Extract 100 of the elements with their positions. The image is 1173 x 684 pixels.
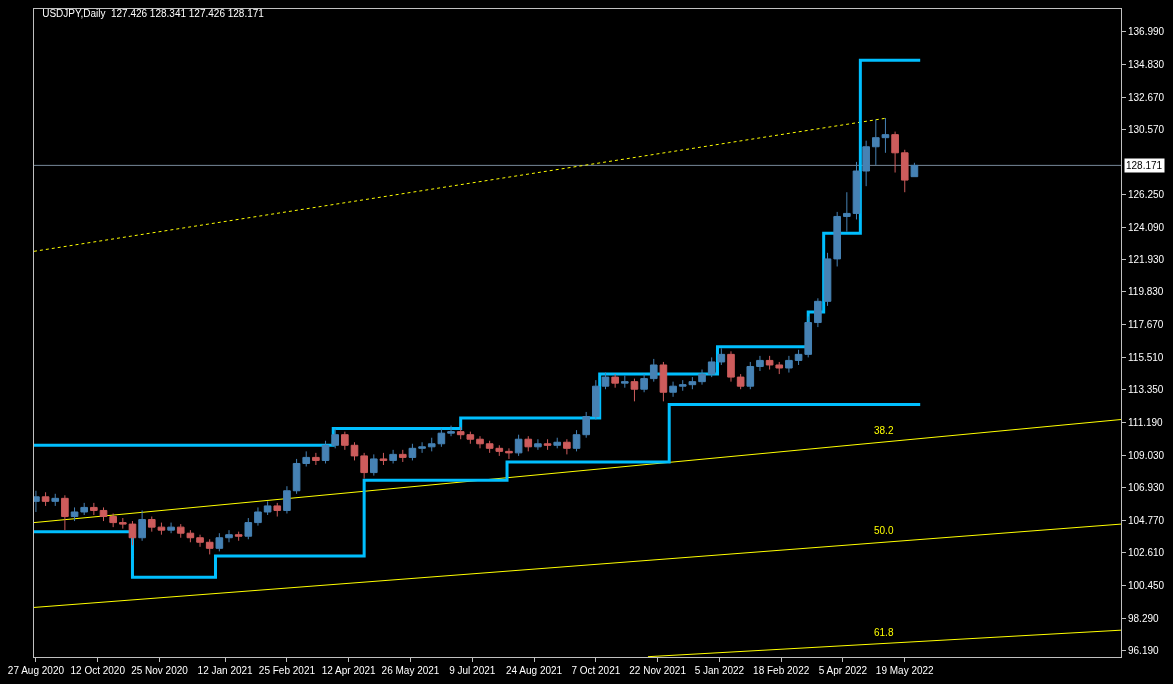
y-tick-label: 132.670 bbox=[1128, 91, 1165, 103]
candlestick bbox=[370, 453, 378, 477]
candlestick bbox=[196, 534, 204, 548]
candlestick bbox=[263, 500, 272, 516]
candlestick bbox=[234, 531, 243, 542]
y-tick-label: 111.190 bbox=[1128, 417, 1164, 429]
y-tick-label: 104.770 bbox=[1128, 514, 1165, 526]
x-tick-label: 9 Jul 2021 bbox=[449, 665, 496, 676]
candlestick bbox=[785, 355, 793, 374]
y-tick-label: 119.830 bbox=[1128, 286, 1164, 298]
y-tick-label: 124.090 bbox=[1128, 221, 1165, 233]
x-tick-label: 5 Apr 2022 bbox=[818, 665, 868, 676]
candlestick bbox=[891, 131, 899, 174]
candlestick bbox=[215, 532, 224, 552]
candlestick bbox=[736, 373, 745, 390]
x-tick-label: 12 Oct 2020 bbox=[70, 665, 126, 676]
candlestick bbox=[756, 355, 764, 372]
y-tick-label: 109.030 bbox=[1128, 449, 1165, 461]
y-tick-label: 106.930 bbox=[1128, 481, 1165, 493]
candlestick bbox=[698, 369, 706, 386]
candlestick bbox=[524, 435, 533, 452]
x-tick-label: 5 Jan 2022 bbox=[694, 665, 745, 676]
candlestick bbox=[119, 517, 127, 530]
candlestick bbox=[640, 373, 648, 393]
y-tick-label: 126.250 bbox=[1128, 188, 1165, 200]
candlestick bbox=[398, 449, 407, 463]
candlestick bbox=[514, 434, 523, 457]
x-tick-label: 7 Oct 2021 bbox=[571, 665, 621, 676]
y-tick-label: 117.670 bbox=[1128, 319, 1164, 331]
x-tick-label: 18 Feb 2022 bbox=[753, 665, 810, 676]
x-tick-label: 12 Jan 2021 bbox=[197, 665, 254, 676]
candlestick bbox=[620, 375, 629, 389]
chart-title: USDJPY,Daily 127.426 128.341 127.426 128.171 bbox=[42, 8, 265, 20]
candlestick bbox=[128, 520, 137, 546]
candlestick bbox=[341, 431, 349, 451]
candlestick bbox=[273, 502, 282, 518]
candlestick bbox=[244, 517, 253, 540]
candlestick bbox=[167, 522, 175, 534]
candlestick bbox=[254, 506, 262, 527]
candlestick bbox=[205, 538, 214, 555]
candlestick bbox=[900, 149, 909, 193]
candlestick bbox=[61, 494, 69, 531]
annotation: 38.2 bbox=[874, 425, 894, 436]
candlestick bbox=[910, 162, 919, 178]
candlestick bbox=[852, 161, 861, 220]
x-tick-label: 26 May 2021 bbox=[381, 665, 440, 676]
x-tick-label: 25 Feb 2021 bbox=[258, 665, 316, 676]
candlestick bbox=[649, 358, 658, 383]
candlestick bbox=[823, 252, 832, 307]
candlestick bbox=[90, 502, 98, 516]
candlestick bbox=[862, 140, 870, 187]
y-tick-label: 113.350 bbox=[1128, 384, 1164, 396]
candlestick bbox=[746, 361, 755, 390]
y-tick-label: 102.610 bbox=[1128, 547, 1165, 559]
candlestick bbox=[350, 441, 359, 461]
candlestick bbox=[379, 452, 388, 466]
candlestick bbox=[99, 506, 108, 522]
y-tick-label: 121.930 bbox=[1128, 254, 1165, 266]
ref-line-label: 128.171 bbox=[1126, 160, 1163, 171]
candlestick bbox=[360, 452, 368, 480]
candlestick bbox=[843, 191, 851, 233]
candlestick bbox=[138, 509, 146, 542]
annotation: 50.0 bbox=[874, 525, 894, 536]
candlestick bbox=[814, 297, 822, 328]
y-tick-label: 134.830 bbox=[1128, 58, 1165, 70]
candlestick bbox=[592, 379, 600, 421]
y-tick-label: 130.570 bbox=[1128, 123, 1165, 135]
candlestick bbox=[543, 438, 552, 451]
x-tick-label: 27 Aug 2020 bbox=[7, 665, 65, 676]
x-tick-label: 22 Nov 2021 bbox=[629, 665, 687, 676]
x-tick-label: 12 Apr 2021 bbox=[321, 665, 377, 676]
candlestick bbox=[283, 485, 291, 514]
candlestick bbox=[611, 373, 619, 389]
y-tick-label: 136.990 bbox=[1128, 26, 1165, 38]
candlestick bbox=[389, 449, 397, 464]
candlestick bbox=[669, 381, 677, 398]
candlestick bbox=[408, 443, 417, 461]
candlestick bbox=[225, 529, 233, 543]
candlestick bbox=[601, 372, 610, 390]
candlestick bbox=[505, 447, 513, 460]
y-tick-label: 96.190 bbox=[1128, 644, 1160, 656]
x-tick-label: 19 May 2022 bbox=[875, 665, 935, 676]
y-tick-label: 115.510 bbox=[1128, 351, 1164, 363]
y-tick-label: 100.450 bbox=[1128, 579, 1165, 591]
candlestick bbox=[563, 438, 571, 455]
candlestick bbox=[476, 435, 484, 449]
x-tick-label: 24 Aug 2021 bbox=[505, 665, 563, 676]
annotation: 61.8 bbox=[874, 627, 894, 638]
candlestick bbox=[51, 493, 60, 507]
candlestick bbox=[41, 491, 50, 507]
candlestick bbox=[447, 425, 455, 437]
candlestick bbox=[833, 211, 841, 267]
candlestick bbox=[727, 350, 735, 383]
candlestick bbox=[553, 437, 562, 449]
candlestick bbox=[659, 361, 668, 402]
x-tick-label: 25 Nov 2020 bbox=[131, 665, 189, 676]
candlestick bbox=[418, 441, 426, 454]
candlestick bbox=[312, 452, 320, 466]
candlestick bbox=[534, 438, 542, 451]
candlestick bbox=[630, 378, 639, 402]
